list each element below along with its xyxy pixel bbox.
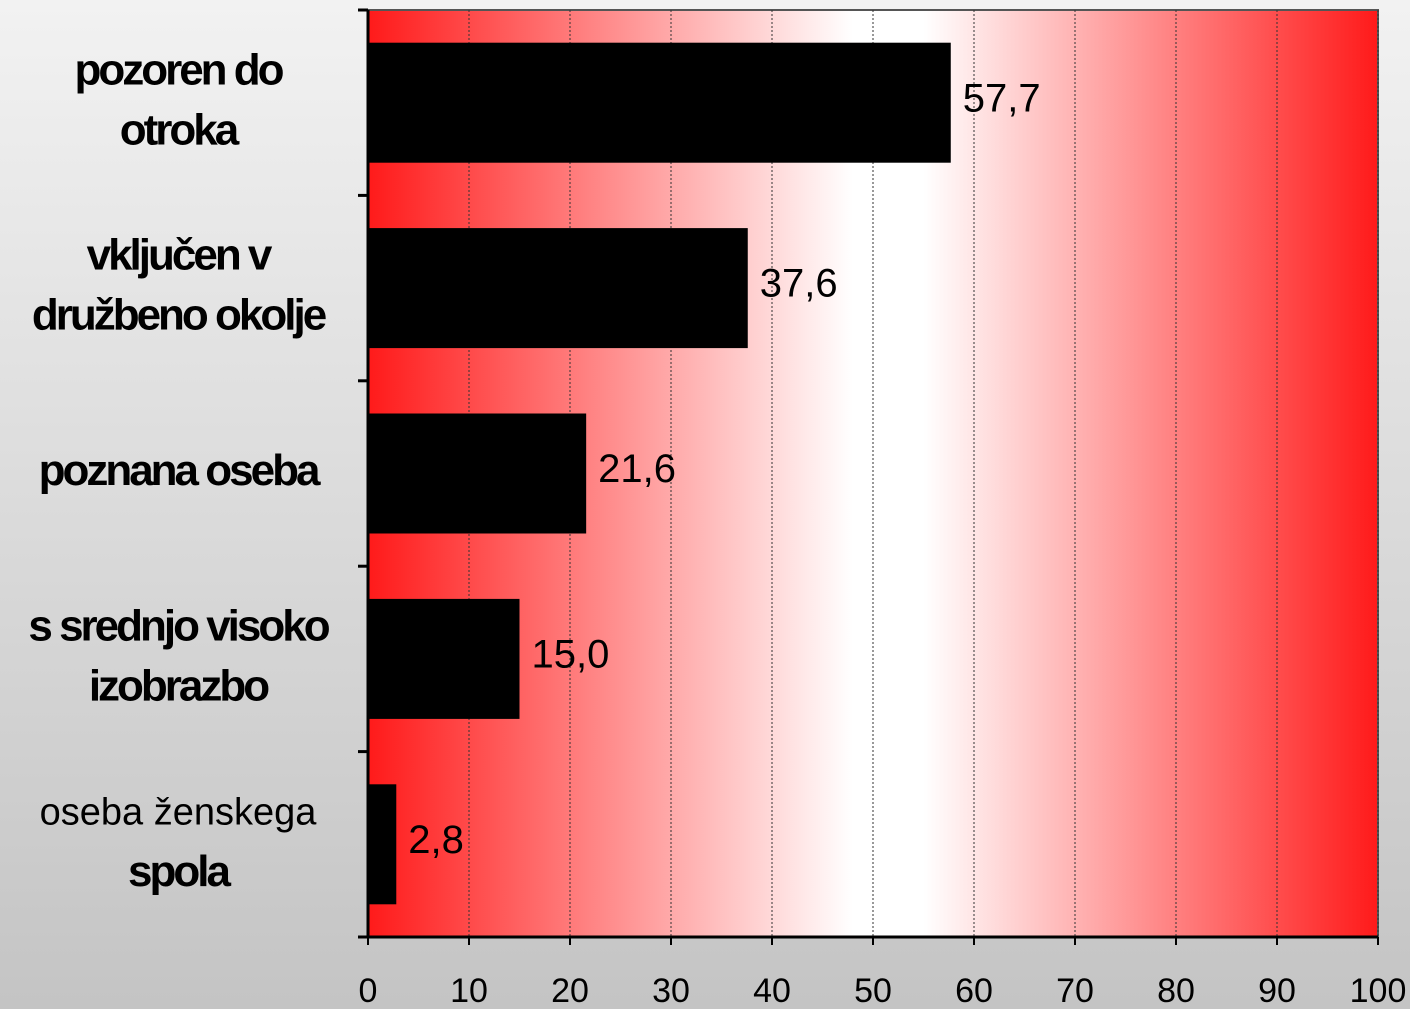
x-tick-label: 100 xyxy=(1350,972,1407,1009)
x-tick-label: 40 xyxy=(753,972,791,1009)
value-label: 2,8 xyxy=(408,818,464,862)
y-tick-label: poznana oseba xyxy=(39,446,321,495)
y-tick-label: spola xyxy=(128,847,231,896)
x-tick-label: 20 xyxy=(551,972,589,1009)
y-tick-label: oseba ženskega xyxy=(40,791,318,833)
y-tick-label: družbeno okolje xyxy=(32,291,326,340)
y-tick-label: otroka xyxy=(120,105,240,154)
value-label: 21,6 xyxy=(598,447,676,491)
bar xyxy=(368,598,520,719)
y-tick-label: pozoren do xyxy=(74,45,283,94)
y-tick-label: izobrazbo xyxy=(89,662,269,711)
x-tick-label: 80 xyxy=(1157,972,1195,1009)
value-label: 15,0 xyxy=(532,632,610,676)
bar xyxy=(368,42,951,163)
value-label: 57,7 xyxy=(963,76,1041,120)
value-label: 37,6 xyxy=(760,262,838,306)
bar xyxy=(368,228,748,349)
x-tick-label: 0 xyxy=(359,972,378,1009)
x-tick-label: 70 xyxy=(1056,972,1094,1009)
bar xyxy=(368,413,587,534)
x-tick-label: 50 xyxy=(854,972,892,1009)
x-tick-label: 90 xyxy=(1258,972,1296,1009)
bar xyxy=(368,784,397,905)
x-tick-label: 60 xyxy=(955,972,993,1009)
y-tick-label: s srednjo visoko xyxy=(28,602,329,651)
y-tick-label: vključen v xyxy=(87,231,273,280)
x-tick-label: 10 xyxy=(450,972,488,1009)
x-tick-label: 30 xyxy=(652,972,690,1009)
